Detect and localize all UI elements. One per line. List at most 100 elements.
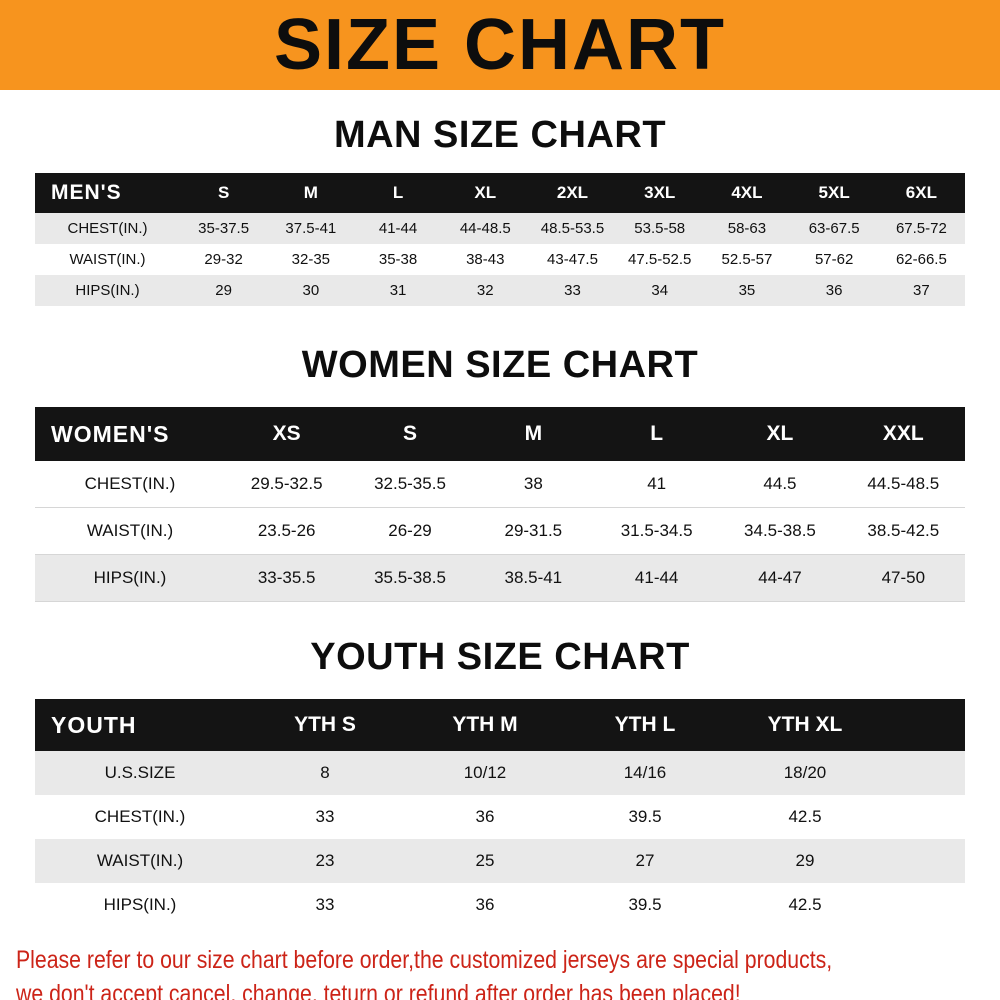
size-value-cell: 53.5-58 [634, 220, 686, 237]
table-row: WAIST(IN.) 29-32 32-35 35-38 38-43 43-47.5 47.… [35, 244, 965, 275]
size-value-cell: 36 [475, 895, 495, 914]
table-title-cell: WOMEN'S [35, 407, 225, 461]
row-label: CHEST(IN.) [94, 807, 186, 826]
spacer-cell [885, 839, 965, 883]
size-value-cell: 38-43 [466, 251, 505, 268]
size-column-header: XL [718, 407, 842, 461]
size-value-cell: 38.5-42.5 [867, 521, 940, 540]
table-row: CHEST(IN.) 29.5-32.5 32.5-35.5 38 41 44.5 44.5… [35, 461, 965, 508]
row-label: CHEST(IN.) [67, 220, 148, 237]
table-row: WAIST(IN.) 23.5-26 26-29 29-31.5 31.5-34.5 34… [35, 508, 965, 555]
youth-section-title: YOUTH SIZE CHART [310, 636, 690, 678]
size-column-header: 6XL [877, 173, 965, 213]
spacer-cell [885, 751, 965, 795]
size-column-header: M [471, 407, 595, 461]
table-header-row: MEN'S S M L XL 2XL 3XL 4XL 5XL 6XL [35, 173, 965, 213]
size-value-cell: 38.5-41 [504, 568, 563, 587]
size-chart-banner: SIZE CHART [0, 0, 1000, 90]
size-column-header: YTH M [405, 699, 565, 751]
men-size-table: MEN'S S M L XL 2XL 3XL 4XL 5XL 6XL CHEST(IN.) 35-37… [35, 173, 965, 306]
size-value-cell: 33-35.5 [257, 568, 316, 587]
size-value-cell: 8 [320, 763, 330, 782]
size-value-cell: 67.5-72 [895, 220, 947, 237]
row-label: HIPS(IN.) [93, 568, 167, 587]
size-value-cell: 33 [315, 807, 335, 826]
size-value-cell: 37 [913, 282, 930, 299]
spacer-cell [885, 699, 965, 751]
size-value-cell: 44-48.5 [459, 220, 511, 237]
size-value-cell: 10/12 [463, 763, 507, 782]
table-row: HIPS(IN.) 33-35.5 35.5-38.5 38.5-41 41-44 44-… [35, 554, 965, 602]
size-value-cell: 44.5-48.5 [867, 474, 940, 493]
row-label: U.S.SIZE [104, 763, 176, 782]
row-label: WAIST(IN.) [69, 251, 146, 268]
size-value-cell: 30 [302, 282, 320, 299]
women-section-title: WOMEN SIZE CHART [301, 344, 699, 386]
size-column-header: 5XL [790, 173, 878, 213]
size-value-cell: 41-44 [378, 220, 418, 237]
size-value-cell: 36 [475, 807, 495, 826]
table-row: U.S.SIZE 8 10/12 14/16 18/20 [35, 751, 965, 795]
table-header-row: WOMEN'S XS S M L XL XXL [35, 407, 965, 461]
row-label: CHEST(IN.) [84, 474, 176, 493]
size-value-cell: 39.5 [628, 895, 662, 914]
size-value-cell: 29-32 [204, 251, 243, 268]
size-value-cell: 42.5 [788, 807, 822, 826]
size-value-cell: 33 [564, 282, 581, 299]
table-row: HIPS(IN.) 29 30 31 32 33 34 35 36 37 [35, 275, 965, 306]
size-value-cell: 33 [315, 895, 335, 914]
size-value-cell: 34 [651, 282, 669, 299]
spacer-cell [885, 795, 965, 839]
size-value-cell: 62-66.5 [895, 251, 947, 268]
size-value-cell: 32 [476, 282, 494, 299]
size-value-cell: 44-47 [758, 568, 802, 587]
size-value-cell: 48.5-53.5 [540, 220, 605, 237]
size-value-cell: 23 [315, 851, 335, 870]
table-row: CHEST(IN.) 35-37.5 37.5-41 41-44 44-48.5 48.5… [35, 213, 965, 244]
size-column-header: XS [225, 407, 349, 461]
size-value-cell: 29 [795, 851, 815, 870]
table-title-cell: MEN'S [35, 173, 180, 213]
size-value-cell: 35-38 [378, 251, 418, 268]
size-column-header: S [180, 173, 268, 213]
size-value-cell: 23.5-26 [257, 521, 316, 540]
row-label: WAIST(IN.) [86, 521, 174, 540]
size-value-cell: 43-47.5 [547, 251, 598, 268]
size-value-cell: 36 [825, 282, 843, 299]
row-label: HIPS(IN.) [75, 282, 140, 299]
size-value-cell: 31 [389, 282, 407, 299]
size-value-cell: 37.5-41 [285, 220, 337, 237]
footer-line-2: we don't accept cancel, change, teturn o… [16, 980, 741, 1000]
size-value-cell: 41-44 [634, 568, 679, 587]
size-column-header: 3XL [616, 173, 704, 213]
size-value-cell: 35 [738, 282, 756, 299]
size-value-cell: 58-63 [727, 220, 767, 237]
size-value-cell: 39.5 [628, 807, 662, 826]
footer-note: Please refer to our size chart before or… [0, 943, 1000, 1000]
size-value-cell: 14/16 [623, 763, 667, 782]
size-value-cell: 27 [635, 851, 655, 870]
size-column-header: M [267, 173, 355, 213]
size-value-cell: 29-31.5 [504, 521, 563, 540]
size-value-cell: 25 [475, 851, 495, 870]
table-row: HIPS(IN.) 33 36 39.5 42.5 [35, 883, 965, 927]
size-value-cell: 26-29 [388, 521, 432, 540]
banner-title: SIZE CHART [274, 5, 726, 85]
size-column-header: YTH S [245, 699, 405, 751]
size-value-cell: 52.5-57 [721, 251, 773, 268]
spacer-cell [885, 883, 965, 927]
size-value-cell: 41 [647, 474, 667, 493]
size-value-cell: 32.5-35.5 [374, 474, 446, 493]
men-section-title: MAN SIZE CHART [333, 114, 667, 156]
size-column-header: L [354, 173, 442, 213]
size-column-header: XL [441, 173, 529, 213]
size-value-cell: 47-50 [881, 568, 926, 587]
size-value-cell: 35.5-38.5 [374, 568, 446, 587]
size-value-cell: 57-62 [814, 251, 854, 268]
size-column-header: 2XL [528, 173, 617, 213]
size-value-cell: 29 [215, 282, 232, 299]
size-column-header: S [348, 407, 472, 461]
size-value-cell: 47.5-52.5 [628, 251, 692, 268]
size-column-header: YTH L [565, 699, 725, 751]
